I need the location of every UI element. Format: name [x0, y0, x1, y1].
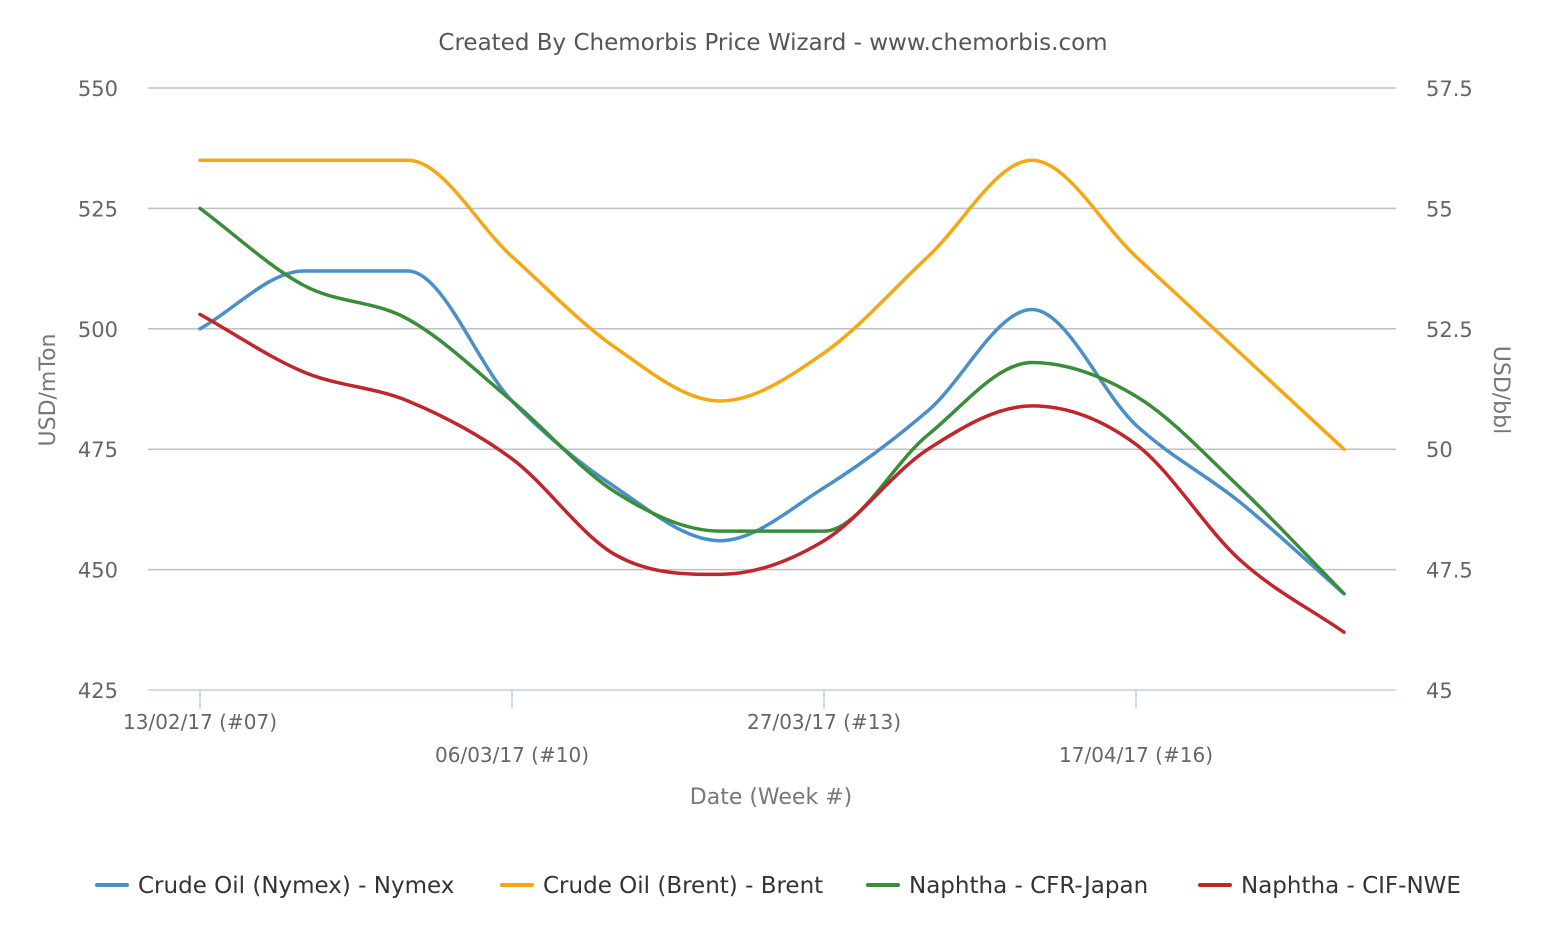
x-tick-label: 13/02/17 (#07) [123, 710, 277, 734]
legend[interactable]: Crude Oil (Nymex) - Nymex Crude Oil (Bren… [95, 873, 1461, 899]
y-tick-label-left: 525 [78, 197, 118, 221]
y-tick-label-left: 425 [78, 679, 118, 703]
x-tick-label: 17/04/17 (#16) [1059, 743, 1213, 767]
legend-item-3[interactable]: Naphtha - CFR-Japan [866, 873, 1148, 899]
y-tick-label-left: 475 [78, 438, 118, 462]
y-tick-label-left: 500 [78, 318, 118, 342]
y-tick-label-left: 450 [78, 559, 118, 583]
x-tick-label: 27/03/17 (#13) [747, 710, 901, 734]
series-line-3 [198, 206, 1346, 596]
x-axis-title: Date (Week #) [690, 785, 852, 810]
y-tick-label-right: 57.5 [1426, 77, 1473, 101]
y-tick-label-right: 47.5 [1426, 559, 1473, 583]
y-tick-label-right: 45 [1426, 679, 1453, 703]
legend-label: Naphtha - CIF-NWE [1241, 873, 1461, 899]
axes: 425 450 475 500 525 550 45 47.5 50 52.5 55 57.5 13/0… [78, 77, 1473, 767]
series-line-1 [198, 269, 1346, 596]
y-axis-title-right: USD/bbl [1488, 346, 1513, 434]
chart-title: Created By Chemorbis Price Wizard - www.… [438, 30, 1107, 56]
legend-item-1[interactable]: Crude Oil (Nymex) - Nymex [95, 873, 454, 899]
y-tick-label-right: 55 [1426, 197, 1453, 221]
legend-item-2[interactable]: Crude Oil (Brent) - Brent [500, 873, 823, 899]
gridlines [148, 87, 1396, 691]
y-tick-label-right: 50 [1426, 438, 1453, 462]
y-axis-title-left: USD/mTon [36, 334, 61, 447]
legend-item-4[interactable]: Naphtha - CIF-NWE [1198, 873, 1461, 899]
legend-label: Crude Oil (Nymex) - Nymex [138, 873, 454, 899]
series-line-4 [198, 312, 1346, 634]
series-line-2 [198, 158, 1346, 451]
series-lines [198, 158, 1346, 634]
y-tick-label-right: 52.5 [1426, 318, 1473, 342]
legend-label: Naphtha - CFR-Japan [909, 873, 1148, 899]
x-tick-label: 06/03/17 (#10) [435, 743, 589, 767]
legend-label: Crude Oil (Brent) - Brent [543, 873, 823, 899]
y-tick-label-left: 550 [78, 77, 118, 101]
